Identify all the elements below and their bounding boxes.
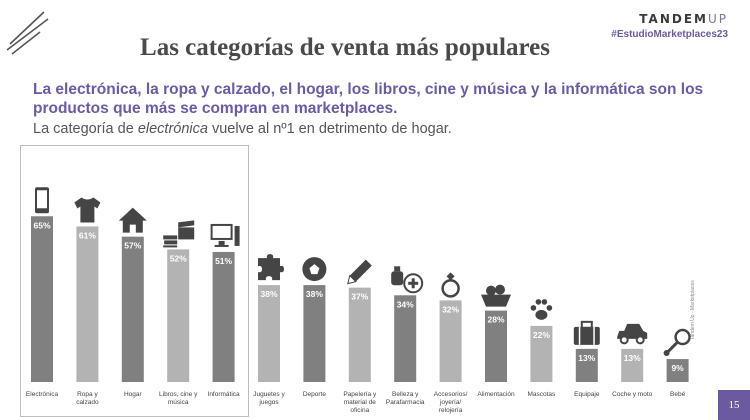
bar [167, 249, 190, 382]
intro-normal: La categoría de electrónica vuelve al nº… [33, 119, 723, 139]
category-label: Libros, cine y música [159, 391, 198, 406]
perfume-cross-icon [391, 266, 424, 294]
category-label: Ropa y calzado [76, 391, 99, 406]
bar [76, 226, 99, 382]
page-title: Las categorías de venta más populares [140, 34, 550, 61]
bar [439, 300, 462, 382]
category-label: Equipaje [574, 391, 600, 398]
intro-normal-emph: electrónica [137, 121, 208, 137]
smartphone-icon [35, 187, 49, 214]
category-label: Juguetes y juegos [253, 391, 285, 406]
category-label: Papelería y material de oficina [343, 391, 377, 414]
paw-icon [530, 299, 553, 320]
bar-value-label: 22% [533, 330, 550, 340]
brand-logo: TANDEMUP #EstudioMarketplaces23 [611, 12, 728, 40]
bar-value-label: 52% [170, 253, 187, 263]
hashtag: #EstudioMarketplaces23 [611, 29, 728, 40]
bar-value-label: 38% [260, 289, 277, 299]
intro-text: La electrónica, la ropa y calzado, el ho… [33, 80, 723, 139]
bar [530, 325, 553, 382]
bar [258, 285, 280, 382]
category-label: Electrónica [26, 391, 59, 398]
category-label: Alimentación [477, 391, 515, 398]
bar-value-label: 51% [215, 256, 232, 266]
bar [31, 216, 53, 382]
category-label: Coche y moto [612, 391, 652, 398]
books-clapperboard-icon [163, 220, 195, 248]
category-label: Bebé [670, 391, 686, 398]
bar-value-label: 13% [578, 353, 595, 363]
bar-value-label: 32% [442, 304, 459, 314]
bar [348, 287, 371, 382]
brand-suffix: UP [707, 12, 728, 26]
bar-value-label: 34% [397, 299, 414, 309]
bar [575, 348, 598, 382]
category-label: Belleza y Parafarmacia [386, 391, 425, 406]
category-label: Accesorios/joyería/relojería [434, 391, 468, 414]
intro-bold: La electrónica, la ropa y calzado, el ho… [33, 81, 704, 117]
page-number: 15 [718, 390, 750, 420]
bar-value-label: 38% [306, 289, 323, 299]
bar-value-label: 37% [351, 292, 368, 302]
puzzle-icon [258, 254, 284, 281]
bar-value-label: 13% [624, 353, 641, 363]
bar [394, 295, 417, 382]
top-five-highlight [20, 145, 249, 417]
bar-value-label: 57% [124, 241, 141, 251]
tshirt-icon [74, 197, 101, 223]
bar [303, 285, 326, 382]
suitcase-icon [573, 320, 600, 345]
brand-name: TANDEM [639, 12, 708, 26]
bar-value-label: 9% [671, 363, 684, 373]
car-icon [617, 323, 648, 345]
intro-normal-before: La categoría de [33, 121, 138, 137]
category-label: Hogar [124, 391, 143, 398]
intro-normal-after: vuelve al nº1 en detrimento de hogar. [207, 121, 452, 137]
baby-rattle-icon [663, 328, 691, 357]
bar-value-label: 28% [487, 315, 504, 325]
decorative-slashes [6, 11, 49, 55]
category-label: Deporte [303, 391, 327, 398]
bar [621, 348, 644, 382]
category-label: Mascotas [527, 391, 556, 398]
category-label: Informática [208, 391, 241, 398]
pencil-icon [347, 259, 372, 285]
bar [212, 251, 235, 382]
bar [666, 359, 689, 382]
bar-value-label: 61% [79, 230, 96, 240]
bar [485, 310, 507, 382]
soccer-ball-icon [302, 257, 327, 282]
house-icon [118, 207, 147, 233]
ring-icon [441, 272, 460, 298]
desktop-computer-icon [210, 223, 240, 247]
bar [121, 236, 144, 382]
side-note: Tandem Up - Marketplaces [690, 280, 696, 340]
bar-value-label: 65% [33, 220, 50, 230]
fruit-basket-icon [481, 284, 511, 307]
